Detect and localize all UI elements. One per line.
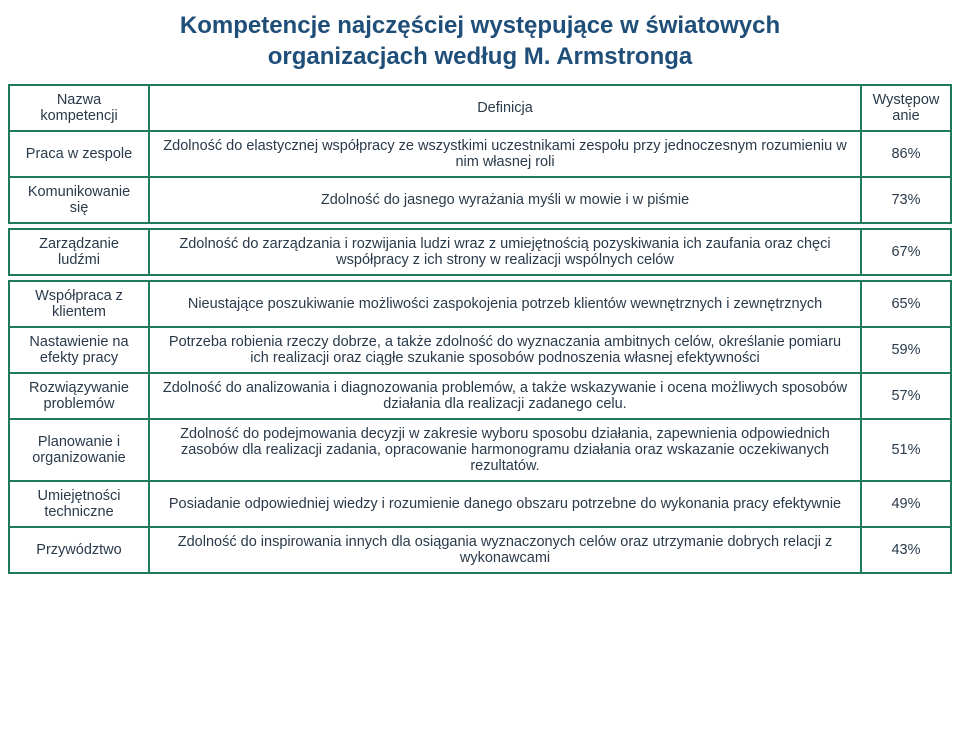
competency-occurrence: 57% — [861, 373, 951, 419]
table-row: Planowanie i organizowanieZdolność do po… — [9, 419, 951, 481]
competency-table: Nazwa kompetencjiDefinicjaWystępow anieP… — [8, 84, 952, 574]
competency-name: Zarządzanie ludźmi — [9, 229, 149, 275]
table-row: Nastawienie na efekty pracyPotrzeba robi… — [9, 327, 951, 373]
competency-occurrence: 73% — [861, 177, 951, 223]
competency-occurrence: 43% — [861, 527, 951, 573]
competency-name: Komunikowanie się — [9, 177, 149, 223]
competency-definition: Posiadanie odpowiedniej wiedzy i rozumie… — [149, 481, 861, 527]
competency-name: Przywództwo — [9, 527, 149, 573]
table-row: Zarządzanie ludźmiZdolność do zarządzani… — [9, 229, 951, 275]
table-row: Komunikowanie sięZdolność do jasnego wyr… — [9, 177, 951, 223]
competency-occurrence: 49% — [861, 481, 951, 527]
competency-name: Planowanie i organizowanie — [9, 419, 149, 481]
competency-definition: Nieustające poszukiwanie możliwości zasp… — [149, 281, 861, 327]
table-row: Rozwiązywanie problemówZdolność do anali… — [9, 373, 951, 419]
table-header-cell: Nazwa kompetencji — [9, 85, 149, 131]
table-row: Współpraca z klientemNieustające poszuki… — [9, 281, 951, 327]
title-line-2: organizacjach według M. Armstronga — [268, 43, 693, 70]
competency-occurrence: 59% — [861, 327, 951, 373]
competency-definition: Potrzeba robienia rzeczy dobrze, a także… — [149, 327, 861, 373]
competency-occurrence: 67% — [861, 229, 951, 275]
competency-definition: Zdolność do zarządzania i rozwijania lud… — [149, 229, 861, 275]
competency-definition: Zdolność do inspirowania innych dla osią… — [149, 527, 861, 573]
competency-name: Praca w zespole — [9, 131, 149, 177]
title-line-1: Kompetencje najczęściej występujące w św… — [180, 12, 780, 39]
competency-definition: Zdolność do elastycznej współpracy ze ws… — [149, 131, 861, 177]
competency-name: Współpraca z klientem — [9, 281, 149, 327]
page-title: Kompetencje najczęściej występujące w św… — [0, 0, 960, 84]
competency-definition: Zdolność do podejmowania decyzji w zakre… — [149, 419, 861, 481]
table-row: Umiejętności technicznePosiadanie odpowi… — [9, 481, 951, 527]
competency-occurrence: 86% — [861, 131, 951, 177]
competency-definition: Zdolność do jasnego wyrażania myśli w mo… — [149, 177, 861, 223]
competency-name: Umiejętności techniczne — [9, 481, 149, 527]
table-row: Praca w zespoleZdolność do elastycznej w… — [9, 131, 951, 177]
competency-name: Rozwiązywanie problemów — [9, 373, 149, 419]
table-header-cell: Definicja — [149, 85, 861, 131]
table-header-row: Nazwa kompetencjiDefinicjaWystępow anie — [9, 85, 951, 131]
competency-occurrence: 65% — [861, 281, 951, 327]
table-row: PrzywództwoZdolność do inspirowania inny… — [9, 527, 951, 573]
competency-name: Nastawienie na efekty pracy — [9, 327, 149, 373]
table-header-cell: Występow anie — [861, 85, 951, 131]
competency-table-wrap: Nazwa kompetencjiDefinicjaWystępow anieP… — [0, 84, 960, 582]
competency-definition: Zdolność do analizowania i diagnozowania… — [149, 373, 861, 419]
competency-occurrence: 51% — [861, 419, 951, 481]
